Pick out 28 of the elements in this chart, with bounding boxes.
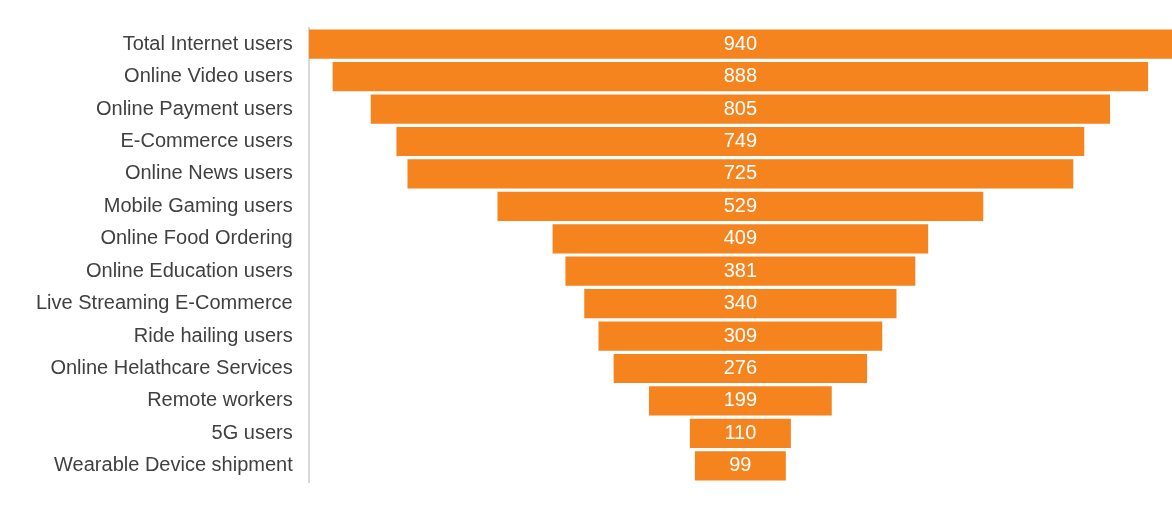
data-label: 276 <box>723 356 758 379</box>
data-label: 340 <box>723 291 758 314</box>
data-label: 888 <box>723 64 758 87</box>
data-label: 725 <box>723 161 758 184</box>
data-label: 381 <box>723 258 758 281</box>
category-label: 5G users <box>211 420 293 443</box>
data-label: 805 <box>723 96 758 119</box>
category-label: Online News users <box>124 161 293 184</box>
category-label: Ride hailing users <box>133 323 293 346</box>
category-label: Online Payment users <box>95 96 293 119</box>
category-label: Wearable Device shipment <box>54 453 294 476</box>
category-label: Mobile Gaming users <box>103 193 293 216</box>
category-label: Live Streaming E-Commerce <box>36 291 293 314</box>
data-label: 529 <box>723 193 758 216</box>
category-label: Total Internet users <box>122 31 293 54</box>
data-label: 409 <box>723 226 758 249</box>
category-label: Online Education users <box>85 258 293 281</box>
data-label: 309 <box>723 323 758 346</box>
data-label: 940 <box>723 31 758 54</box>
category-label: Online Food Ordering <box>100 226 293 249</box>
data-label: 749 <box>723 129 758 152</box>
category-label: Remote workers <box>147 388 293 411</box>
data-label: 110 <box>724 420 757 443</box>
category-label: E-Commerce users <box>120 129 293 152</box>
data-label: 99 <box>729 453 752 476</box>
category-label: Online Video users <box>124 64 293 87</box>
category-label: Online Helathcare Services <box>50 356 293 379</box>
data-label: 199 <box>723 388 758 411</box>
